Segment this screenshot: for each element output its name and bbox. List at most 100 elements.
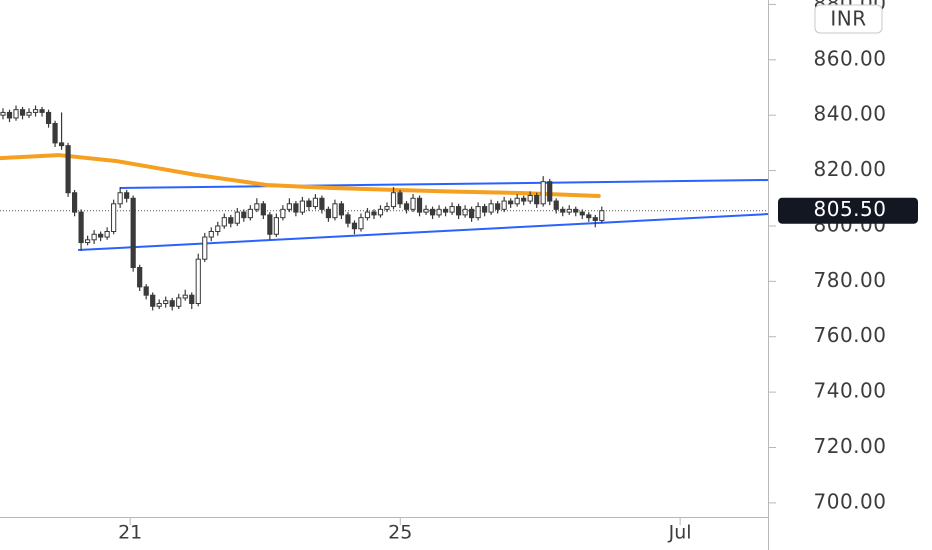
candle-body [104, 231, 110, 238]
candle-body [117, 192, 123, 205]
candle-body [403, 203, 410, 210]
candle-body [429, 208, 436, 216]
candle-body [312, 197, 319, 208]
candle-body [319, 197, 325, 210]
candle-body [85, 239, 91, 244]
candle-body [495, 203, 501, 210]
candle-body [475, 206, 481, 219]
candle-body [202, 236, 208, 260]
candle-body [514, 197, 520, 205]
candle-body [176, 297, 182, 307]
candle-body [143, 286, 149, 296]
candle-body [189, 294, 195, 304]
last-price-label: 805.50 [814, 197, 887, 221]
candle-body [358, 217, 364, 230]
candle-body [0, 111, 6, 116]
labels: INR 805.50 [778, 4, 918, 224]
candle-body [390, 192, 397, 208]
candle-body [78, 211, 84, 244]
candle-body [98, 233, 104, 238]
candle-body [384, 206, 390, 210]
candle-body [163, 300, 169, 304]
candle-body [442, 208, 449, 213]
candle-body [215, 225, 221, 233]
last-price-box [778, 197, 918, 224]
candle-body [241, 211, 247, 219]
candle-body [325, 208, 332, 219]
candle-body [6, 111, 13, 119]
y-tick-label: 860.00 [814, 46, 887, 70]
candle-body [488, 203, 494, 213]
x-tick-label: 21 [118, 522, 142, 544]
candle-body [586, 214, 592, 219]
candle-body [540, 181, 546, 205]
y-tick-label: 740.00 [814, 379, 887, 403]
candle-body [553, 200, 559, 210]
trendline [78, 213, 769, 252]
candle-body [560, 208, 566, 213]
candle-body [306, 200, 312, 208]
candle-body [332, 203, 338, 219]
candle-body [234, 211, 240, 224]
candles [0, 105, 605, 311]
currency-box [814, 4, 883, 34]
candle-body [364, 211, 371, 219]
candle-body [462, 208, 468, 216]
candle-body [91, 233, 97, 241]
candle-body [208, 231, 214, 238]
moving-average [0, 153, 601, 199]
candle-body [169, 300, 175, 307]
candle-body [45, 111, 52, 125]
y-tick-label: 700.00 [814, 489, 887, 513]
y-tick-label: 780.00 [814, 268, 887, 292]
candle-body [182, 294, 188, 299]
candle-body [26, 111, 32, 116]
candle-body [371, 211, 377, 216]
y-tick-label: 820.00 [814, 157, 887, 181]
trendline [119, 178, 769, 190]
candle-body [156, 302, 162, 307]
candle-body [130, 197, 136, 268]
candle-body [124, 192, 130, 199]
candle-body [293, 203, 299, 213]
candle-body [410, 197, 416, 210]
candle-body [345, 214, 351, 224]
candle-body [221, 217, 227, 227]
candle-body [280, 208, 286, 219]
y-tick-label: 720.00 [814, 434, 887, 458]
candle-body [423, 208, 429, 213]
candle-body [579, 211, 585, 216]
candle-body [254, 203, 260, 210]
x-tick-label: 25 [388, 522, 412, 544]
candle-body [260, 203, 266, 216]
candle-body [267, 214, 273, 235]
candle-body [65, 145, 71, 194]
x-tick-label: Jul [668, 522, 692, 544]
candle-body [13, 109, 19, 119]
candle-body [527, 195, 533, 202]
candle-body [436, 208, 442, 216]
y-tick-label: 760.00 [814, 323, 887, 347]
candle-body [469, 208, 475, 219]
candle-body [228, 217, 234, 224]
candle-body [58, 142, 65, 147]
candle-body [52, 123, 58, 144]
candle-body [534, 195, 540, 205]
candle-body [351, 222, 358, 230]
candle-body [508, 200, 514, 205]
candle-body [195, 258, 201, 304]
candle-body [137, 266, 143, 288]
candle-body [273, 217, 279, 235]
candle-body [455, 206, 462, 216]
candle-body [32, 109, 39, 113]
candle-body [247, 208, 253, 219]
overlays [0, 153, 769, 252]
candle-body [547, 181, 553, 202]
y-tick-label: 840.00 [814, 102, 887, 126]
candle-body [19, 109, 26, 116]
candle-body [599, 210, 605, 221]
candle-body [521, 197, 527, 202]
